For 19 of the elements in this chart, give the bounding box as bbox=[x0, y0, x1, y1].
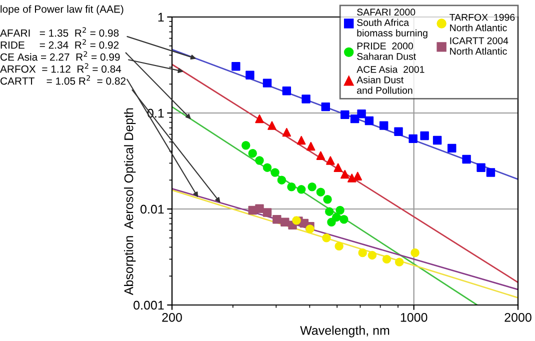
annotation: ARFOX = 1.12 R$^{2}$ = 0.84 bbox=[0, 63, 122, 73]
annotation: CARTT = 1.05 R$^{2}$ = 0.82 bbox=[0, 75, 126, 85]
annotation: RIDE = 2.34 R$^{2}$ = 0.92 bbox=[0, 39, 119, 49]
legend-label: PRIDE 2000 Saharan Dust bbox=[357, 42, 416, 60]
x-tick-label: 1000 bbox=[400, 312, 428, 322]
x-axis-title: Wavelength, nm bbox=[300, 326, 390, 338]
y-axis-title: Absorption Aerosol Optical Depth bbox=[124, 108, 136, 296]
x-tick-label: 2000 bbox=[504, 312, 532, 322]
y-tick-label: 1 bbox=[158, 12, 164, 22]
x-tick-label: 200 bbox=[162, 312, 182, 322]
legend-label: ACE Asia 2001 Asian Dust and Pollution bbox=[356, 66, 424, 94]
legend-label: ICARTT 2004 North Atlantic bbox=[450, 37, 508, 55]
y-tick-label: 0.001 bbox=[134, 300, 164, 310]
text: lope of Power law fit (AAE) bbox=[0, 5, 124, 15]
legend-label: TARFOX 1996 North Atlantic bbox=[450, 14, 515, 32]
legend-label: SAFARI 2000 South Africa biomass burning bbox=[357, 8, 428, 38]
annotation: CE Asia = 2.27 R$^{2}$ = 0.99 bbox=[0, 51, 120, 61]
annotation: AFARI = 1.35 R$^{2}$ = 0.98 bbox=[0, 27, 119, 37]
y-tick-label: 0.01 bbox=[140, 204, 164, 214]
